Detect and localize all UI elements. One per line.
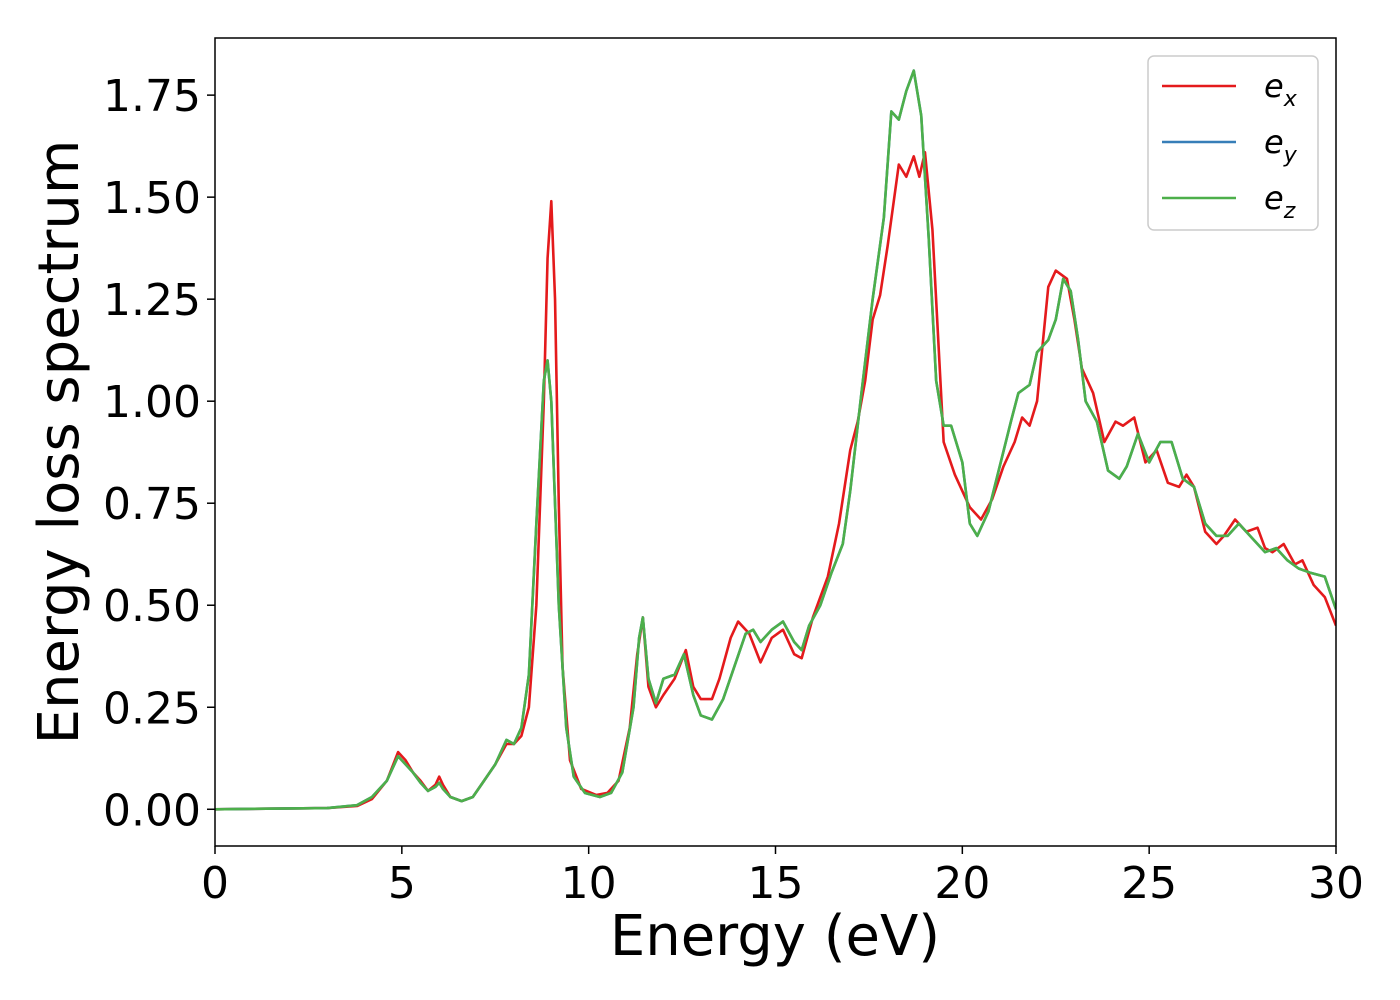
y-tick-label: 0.00 [103,785,201,836]
y-tick-label: 0.50 [103,581,201,632]
series-layer [215,69,1336,811]
y-tick-label: 1.00 [103,377,201,428]
y-tick-label: 0.25 [103,683,201,734]
x-tick-label: 5 [388,858,416,909]
x-tick-label: 30 [1308,858,1364,909]
y-tick-label: 1.50 [103,173,201,224]
y-axis-label: Energy loss spectrum [27,140,92,745]
x-tick-label: 10 [561,858,617,909]
legend-label-base: e [1264,179,1284,217]
legend-label-base: e [1264,67,1284,105]
y-tick-label: 0.75 [103,479,201,530]
x-tick-label: 15 [748,858,804,909]
x-axis: 0 5 10 15 20 25 30 [201,846,1364,909]
series-line-ez [215,69,1336,811]
x-tick-label: 0 [201,858,229,909]
y-axis: 0.00 0.25 0.50 0.75 1.00 1.25 1.50 1.75 [103,71,215,836]
legend-label-subscript: x [1283,87,1298,112]
legend-label-ez: ez [1264,179,1296,224]
legend-label-subscript: y [1283,143,1298,168]
y-tick-label: 1.75 [103,71,201,122]
x-tick-label: 20 [934,858,990,909]
x-tick-label: 25 [1121,858,1177,909]
legend-label-ey: ey [1264,123,1298,168]
legend-label-subscript: z [1283,199,1296,224]
x-axis-label: Energy (eV) [610,904,940,969]
legend-label-ex: ex [1264,67,1298,112]
y-tick-label: 1.25 [103,275,201,326]
legend-label-base: e [1264,123,1284,161]
